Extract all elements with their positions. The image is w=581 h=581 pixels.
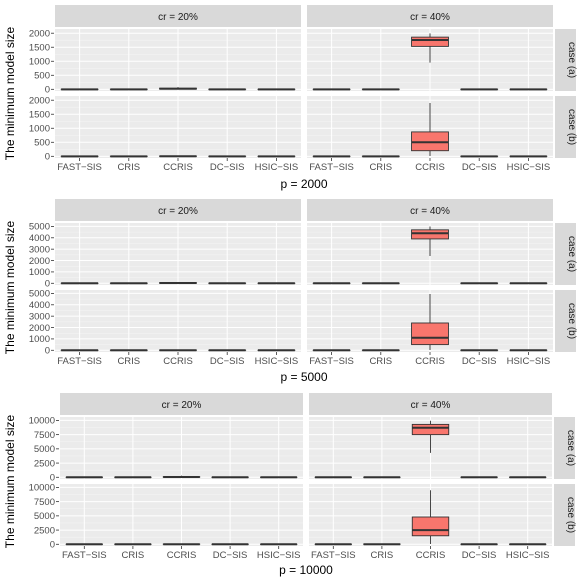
y-tick-label: 2500 [34,525,55,536]
y-tick-label: 1000 [29,267,50,278]
y-tick-label: 5000 [34,511,55,522]
y-axis-title: The minimum model size [3,220,17,354]
x-tick-label: HSIC−SIS [255,162,299,173]
y-tick-label: 1500 [29,110,50,121]
facet-strip-col [309,393,552,415]
x-axis-title: p = 2000 [280,177,327,191]
facet-label-col: cr = 20% [158,12,198,23]
x-tick-label: DC−SIS [462,356,497,367]
facet-strip-row [554,417,575,479]
x-tick-label: HSIC−SIS [507,356,551,367]
facet-label-row: case (b) [566,109,577,145]
y-tick-label: 0 [45,152,50,163]
x-tick-label: DC−SIS [210,356,245,367]
box [411,322,449,346]
facet-strip-col [307,5,553,27]
y-tick-label: 5000 [29,289,50,300]
y-tick-label: 7500 [34,497,55,508]
facet-strip-row [554,484,575,546]
y-tick-label: 1000 [29,57,50,68]
y-tick-label: 0 [50,540,55,551]
y-tick-label: 1000 [29,334,50,345]
y-tick-label: 2000 [29,29,50,40]
facet-strip-col [60,393,303,415]
y-tick-label: 2000 [29,96,50,107]
facet-strip-row [555,223,576,285]
y-tick-label: 3000 [29,244,50,255]
x-tick-label: HSIC−SIS [506,550,550,561]
y-tick-label: 0 [45,279,50,290]
x-tick-label: CRIS [122,550,145,561]
x-tick-label: DC−SIS [210,162,245,173]
y-tick-label: 3000 [29,311,50,322]
x-tick-label: CRIS [369,162,392,173]
x-tick-label: CCRIS [415,356,445,367]
y-tick-label: 10000 [29,483,55,494]
y-tick-label: 10000 [29,416,55,427]
y-axis-title: The minimum model size [3,26,17,160]
y-axis-title: The minimum model size [3,414,17,548]
facet-strip-row [555,96,576,158]
facet-label-row: case (a) [566,236,577,272]
x-tick-label: HSIC−SIS [507,162,551,173]
x-tick-label: DC−SIS [462,550,497,561]
x-tick-label: FAST−SIS [309,162,354,173]
x-axis-title: p = 5000 [280,370,327,384]
y-tick-label: 4000 [29,233,50,244]
x-tick-label: CRIS [117,162,140,173]
x-tick-label: CRIS [117,356,140,367]
box [411,229,449,240]
box [411,36,449,47]
y-tick-label: 2000 [29,256,50,267]
x-tick-label: HSIC−SIS [255,356,299,367]
y-tick-label: 7500 [34,430,55,441]
facet-label-row: case (a) [566,42,577,78]
facet-label-col: cr = 40% [410,12,450,23]
y-tick-label: 500 [34,71,50,82]
x-tick-label: FAST−SIS [57,356,102,367]
x-tick-label: DC−SIS [462,162,497,173]
facet-strip-row [555,29,576,91]
x-tick-label: HSIC−SIS [257,550,301,561]
x-tick-label: DC−SIS [213,550,248,561]
x-tick-label: FAST−SIS [62,550,107,561]
x-tick-label: CRIS [371,550,394,561]
facet-label-row: case (a) [565,430,576,466]
facet-strip-row [555,290,576,352]
y-tick-label: 5000 [29,222,50,233]
y-tick-label: 0 [45,85,50,96]
facet-label-row: case (b) [566,303,577,339]
facet-label-col: cr = 40% [410,206,450,217]
y-tick-label: 2500 [34,458,55,469]
x-tick-label: CCRIS [416,550,446,561]
x-tick-label: CCRIS [415,162,445,173]
x-tick-label: CCRIS [163,162,193,173]
facet-label-col: cr = 20% [162,400,202,411]
y-tick-label: 500 [34,138,50,149]
facet-strip-col [55,5,301,27]
x-tick-label: FAST−SIS [311,550,356,561]
y-tick-label: 1000 [29,124,50,135]
x-tick-label: FAST−SIS [309,356,354,367]
box [411,516,450,537]
y-tick-label: 4000 [29,300,50,311]
y-tick-label: 5000 [34,444,55,455]
y-tick-label: 0 [50,473,55,484]
x-tick-label: CRIS [369,356,392,367]
x-axis-title: p = 10000 [279,563,333,577]
x-tick-label: FAST−SIS [57,162,102,173]
facet-label-col: cr = 20% [158,206,198,217]
facet-label-col: cr = 40% [411,400,451,411]
x-tick-label: CCRIS [163,356,193,367]
y-tick-label: 1500 [29,43,50,54]
facet-strip-col [307,199,553,221]
y-tick-label: 2000 [29,323,50,334]
x-tick-label: CCRIS [167,550,197,561]
facet-label-row: case (b) [565,497,576,533]
facet-strip-col [55,199,301,221]
y-tick-label: 0 [45,346,50,357]
box [411,423,450,436]
